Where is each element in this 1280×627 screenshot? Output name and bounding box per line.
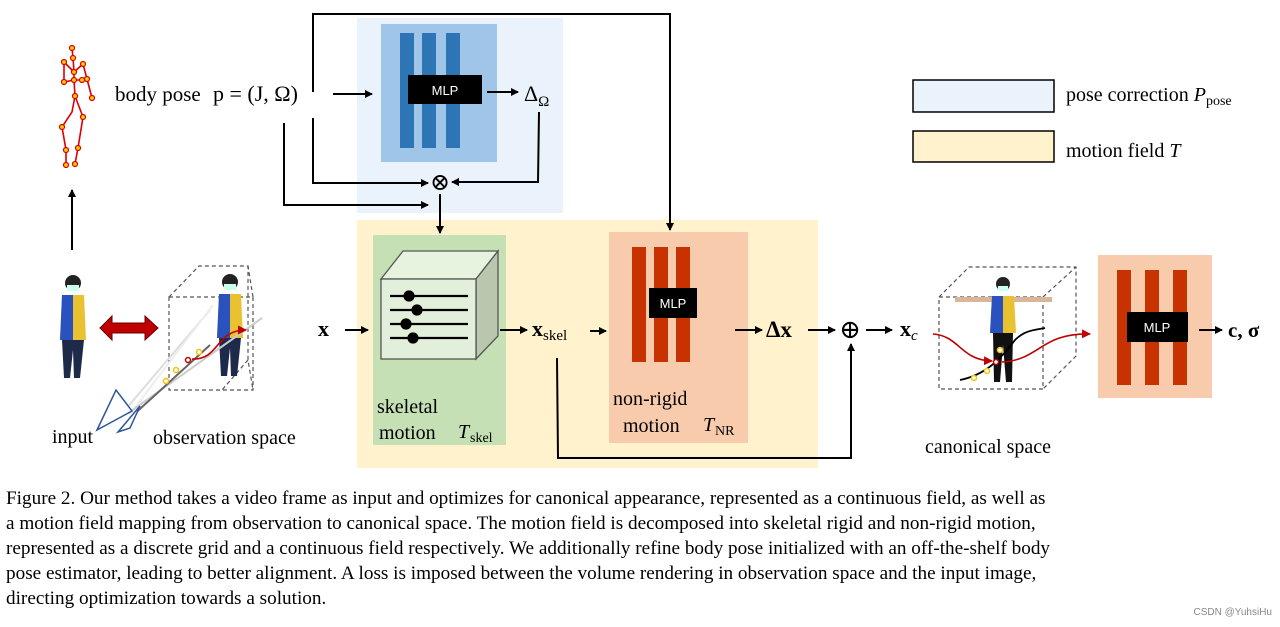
input-label: input (52, 426, 94, 448)
canonical-mlp: MLP (1098, 255, 1212, 398)
caption-line: directing optimization towards a solutio… (6, 588, 327, 609)
svg-text:T: T (458, 421, 471, 443)
caption-line: pose estimator, leading to better alignm… (6, 563, 1037, 584)
sliders-icon (390, 290, 468, 344)
caption-line: a motion field mapping from observation … (6, 513, 1036, 534)
delta-omega-label: ΔΩ (524, 81, 549, 110)
body-pose-label: body pose (115, 82, 201, 106)
add-operator: ⊕ (839, 315, 861, 344)
caption-line: Figure 2. Our method takes a video frame… (6, 488, 1046, 509)
svg-text:MLP: MLP (660, 296, 687, 311)
x-skel-label: xskel (532, 316, 567, 344)
input-person-image (60, 275, 86, 378)
observation-space-cube (168, 265, 254, 391)
svg-text:MLP: MLP (1144, 320, 1171, 335)
pose-formula: p = (J, Ω) (213, 81, 298, 106)
pose-mlp: MLP (381, 24, 497, 162)
canonical-space-label: canonical space (925, 436, 1051, 458)
delta-x-label: Δx (766, 317, 792, 342)
skeleton-pose-icon (58, 44, 96, 169)
svg-text:non-rigid: non-rigid (613, 388, 687, 410)
svg-text:motion: motion (379, 422, 436, 444)
camera-icon (115, 405, 141, 434)
output-label: c, σ (1228, 318, 1260, 342)
double-arrow-icon (99, 314, 159, 342)
svg-text:T: T (703, 414, 716, 436)
watermark: CSDN @YuhsiHu (1193, 607, 1272, 618)
svg-text:motion field T: motion field T (1066, 140, 1182, 162)
svg-text:skeletal: skeletal (377, 396, 439, 418)
x-c-label: xc (900, 316, 918, 344)
canonical-person-image (932, 277, 1091, 382)
svg-text:skel: skel (470, 431, 493, 446)
svg-text:pose correction Ppose: pose correction Ppose (1066, 84, 1232, 109)
caption-line: represented as a discrete grid and a con… (6, 538, 1051, 559)
svg-text:NR: NR (715, 424, 735, 439)
mlp-label: MLP (432, 83, 459, 98)
observation-person-image (217, 274, 243, 376)
nonrigid-motion-mlp: MLP non-rigid motion T NR (609, 232, 748, 443)
skeletal-motion-box: skeletal motion T skel (373, 235, 506, 446)
svg-text:motion: motion (623, 415, 680, 437)
x-label: x (318, 316, 329, 341)
flow-arrows (68, 13, 1223, 459)
camera-rays (95, 304, 263, 434)
legend: pose correction Ppose motion field T (912, 79, 1232, 163)
multiply-operator: ⊗ (430, 170, 450, 196)
figure-caption: Figure 2. Our method takes a video frame… (6, 486, 1278, 611)
observation-space-label: observation space (153, 427, 296, 449)
